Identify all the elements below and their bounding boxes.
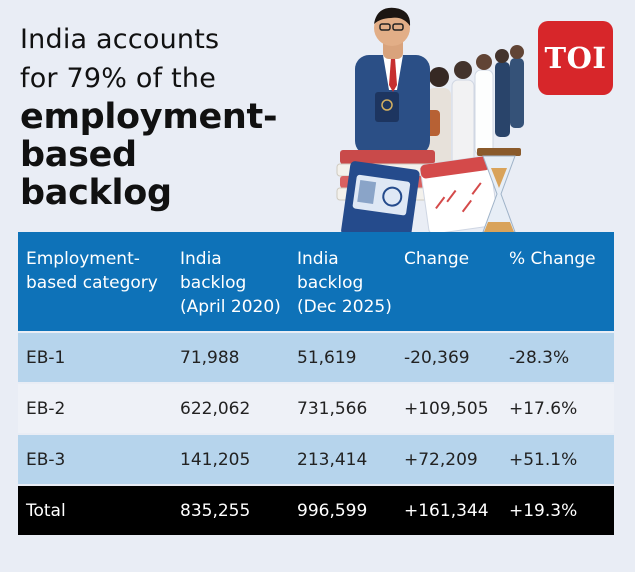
headline-line-5: backlog — [20, 173, 172, 213]
toi-logo: TOI — [538, 21, 613, 95]
table-header-row: Employment-based category India backlog … — [18, 232, 614, 332]
table-cell: Total — [18, 484, 172, 535]
backlog-table: Employment-based category India backlog … — [18, 232, 614, 535]
table-row: EB-2 622,062 731,566 +109,505 +17.6% — [18, 382, 614, 434]
column-header-backlog-2020: India backlog (April 2020) — [172, 232, 289, 332]
headline-line-3: employment- — [20, 97, 278, 137]
table-cell: +51.1% — [501, 433, 614, 485]
table-cell: 51,619 — [289, 331, 396, 383]
headline-line-2: for 79% of the — [20, 63, 217, 94]
column-header-backlog-2025: India backlog (Dec 2025) — [289, 232, 396, 332]
professional-with-passport-queue-hourglass-icon — [336, 7, 524, 244]
column-header-category: Employment-based category — [18, 232, 172, 332]
table-cell: -28.3% — [501, 331, 614, 383]
table-cell: 71,988 — [172, 331, 289, 383]
table-cell: 141,205 — [172, 433, 289, 485]
calendar — [419, 155, 499, 235]
headline-line-4: based — [20, 135, 137, 175]
table-cell: 835,255 — [172, 484, 289, 535]
table-total-row: Total 835,255 996,599 +161,344 +19.3% — [18, 484, 614, 535]
table-row: EB-3 141,205 213,414 +72,209 +51.1% — [18, 433, 614, 485]
table-cell: EB-3 — [18, 433, 172, 485]
table-cell: +17.6% — [501, 382, 614, 434]
table-cell: 731,566 — [289, 382, 396, 434]
passport — [341, 161, 420, 244]
table-cell: 213,414 — [289, 433, 396, 485]
table-cell: 622,062 — [172, 382, 289, 434]
headline: India accounts for 79% of the employment… — [20, 20, 340, 212]
table-cell: EB-1 — [18, 331, 172, 383]
table-cell: -20,369 — [396, 331, 501, 383]
table-cell: +72,209 — [396, 433, 501, 485]
table-cell: +161,344 — [396, 484, 501, 535]
table-cell: 996,599 — [289, 484, 396, 535]
column-header-percent-change: % Change — [501, 232, 614, 332]
queue-people — [420, 45, 524, 171]
headline-line-1: India accounts — [20, 24, 220, 55]
table-row: EB-1 71,988 51,619 -20,369 -28.3% — [18, 331, 614, 383]
professional-man — [355, 7, 430, 155]
table-cell: +19.3% — [501, 484, 614, 535]
column-header-change: Change — [396, 232, 501, 332]
table-cell: +109,505 — [396, 382, 501, 434]
table-cell: EB-2 — [18, 382, 172, 434]
